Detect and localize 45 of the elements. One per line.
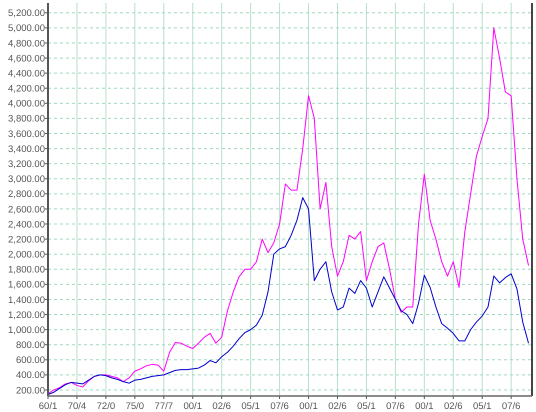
x-tick-label: 05/1 [472, 401, 492, 412]
line-series [48, 197, 530, 395]
y-tick-label: 2,000.00 [8, 250, 45, 261]
x-tick-label: 00/1 [183, 401, 202, 412]
x-tick-label: 60/1 [38, 401, 58, 412]
y-tick-label: 2,200.00 [8, 234, 45, 246]
y-tick-label: 3,200.00 [8, 158, 45, 170]
x-tick-label: 72/0 [96, 401, 116, 412]
y-tick-label: 1,200.00 [8, 310, 45, 321]
x-tick-label: 00/1 [415, 401, 434, 412]
x-tick-label: 00/1 [299, 401, 318, 412]
y-tick-label: 1,800.00 [8, 264, 45, 276]
y-tick-label: 1,600.00 [8, 280, 45, 291]
y-tick-label: 4,000.00 [8, 98, 45, 110]
y-tick-label: 600.00 [16, 355, 45, 366]
y-tick-label: 2,600.00 [8, 204, 45, 216]
y-tick-label: 3,800.00 [8, 114, 45, 125]
y-tick-label: 4,600.00 [8, 53, 45, 64]
x-tick-label: 07/6 [386, 401, 405, 412]
x-tick-label: 77/7 [154, 401, 174, 412]
y-tick-label: 3,600.00 [8, 128, 45, 140]
y-tick-label: 4,800.00 [8, 38, 45, 50]
y-tick-label: 1,400.00 [8, 294, 45, 306]
y-tick-label: 5,200.00 [8, 8, 45, 20]
y-tick-label: 3,000.00 [8, 174, 45, 186]
y-tick-label: 3,400.00 [8, 144, 45, 155]
y-tick-label: 2,400.00 [8, 219, 45, 230]
y-tick-label: 4,400.00 [8, 68, 45, 80]
y-tick-label: 5,000.00 [8, 23, 45, 34]
x-tick-label: 75/0 [126, 401, 144, 412]
x-tick-label: 07/6 [270, 401, 289, 412]
line-series [48, 27, 530, 394]
y-tick-label: 2,800.00 [8, 189, 45, 200]
x-tick-label: 02/6 [212, 401, 231, 412]
x-tick-label: 02/6 [328, 401, 347, 412]
x-tick-label: 02/6 [444, 401, 463, 412]
y-tick-label: 200.00 [16, 385, 45, 396]
x-tick-label: 70/4 [68, 401, 86, 412]
x-tick-label: 07/6 [502, 401, 520, 412]
y-tick-label: 1,000.00 [8, 324, 45, 336]
y-tick-label: 4,200.00 [8, 84, 45, 95]
y-tick-label: 400.00 [16, 370, 45, 382]
y-tick-label: 800.00 [16, 340, 45, 352]
x-tick-label: 05/1 [241, 401, 260, 412]
x-tick-label: 05/1 [357, 401, 376, 412]
